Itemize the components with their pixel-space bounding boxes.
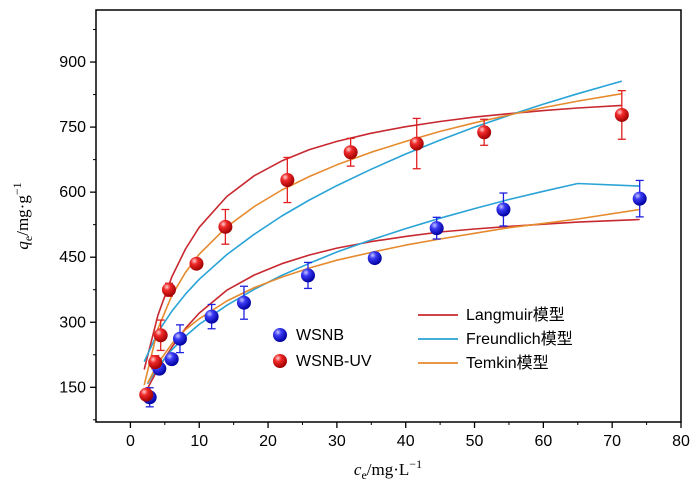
data-point-0-5 — [236, 295, 251, 310]
legend-label-2: Langmuir模型 — [466, 306, 565, 324]
data-point-0-3 — [172, 331, 187, 346]
data-point-1-8 — [409, 136, 424, 151]
x-tick-label-2: 20 — [259, 433, 277, 450]
x-axis-label: ce/mg·L−1 — [354, 457, 422, 482]
data-point-0-2 — [164, 352, 179, 367]
data-point-0-9 — [496, 202, 511, 217]
y-axis-label: qe/mg·g−1 — [10, 182, 35, 249]
legend-label-3: Freundlich模型 — [466, 330, 573, 348]
data-point-1-2 — [153, 328, 168, 343]
data-point-0-8 — [429, 221, 444, 236]
data-point-1-3 — [161, 282, 176, 297]
plot-frame — [95, 9, 682, 423]
y-tick-label-5: 900 — [59, 54, 86, 71]
data-point-1-1 — [148, 355, 163, 370]
x-tick-label-4: 40 — [397, 433, 415, 450]
legend: WSNB WSNB-UV Langmuir模型 Freundlich模型 Temkin模… — [273, 306, 573, 372]
axis-ticks: 0 10 20 30 40 50 60 70 80 150 300 450 600 750 900 — [59, 29, 690, 450]
data-point-0-7 — [367, 251, 382, 266]
x-tick-label-5: 50 — [466, 433, 484, 450]
x-tick-label-6: 60 — [534, 433, 552, 450]
data-point-1-10 — [614, 107, 629, 122]
y-tick-label-0: 150 — [59, 379, 86, 396]
legend-label-0: WSNB — [296, 327, 344, 344]
data-point-1-7 — [343, 145, 358, 160]
x-tick-label-3: 30 — [328, 433, 346, 450]
fit-line-2 — [143, 92, 622, 386]
data-point-1-0 — [139, 387, 154, 402]
legend-marker-0 — [273, 328, 287, 342]
y-tick-label-4: 750 — [59, 119, 86, 136]
data-markers — [139, 107, 647, 405]
y-tick-label-2: 450 — [59, 249, 86, 266]
data-point-0-6 — [300, 268, 315, 283]
y-tick-label-3: 600 — [59, 184, 86, 201]
data-point-0-4 — [204, 309, 219, 324]
y-tick-label-1: 300 — [59, 314, 86, 331]
data-point-1-6 — [280, 173, 295, 188]
data-point-1-9 — [477, 125, 492, 140]
legend-label-1: WSNB-UV — [296, 353, 372, 370]
legend-marker-1 — [273, 354, 287, 368]
x-tick-label-8: 80 — [672, 433, 690, 450]
x-tick-label-7: 70 — [603, 433, 621, 450]
data-point-0-10 — [632, 191, 647, 206]
x-tick-label-1: 10 — [190, 433, 208, 450]
fit-line-4 — [146, 182, 640, 385]
legend-label-4: Temkin模型 — [466, 354, 549, 372]
data-point-1-5 — [218, 219, 233, 234]
error-bars — [142, 90, 644, 408]
x-tick-label-0: 0 — [126, 433, 135, 450]
data-point-1-4 — [189, 256, 204, 271]
fit-line-5 — [146, 208, 640, 384]
